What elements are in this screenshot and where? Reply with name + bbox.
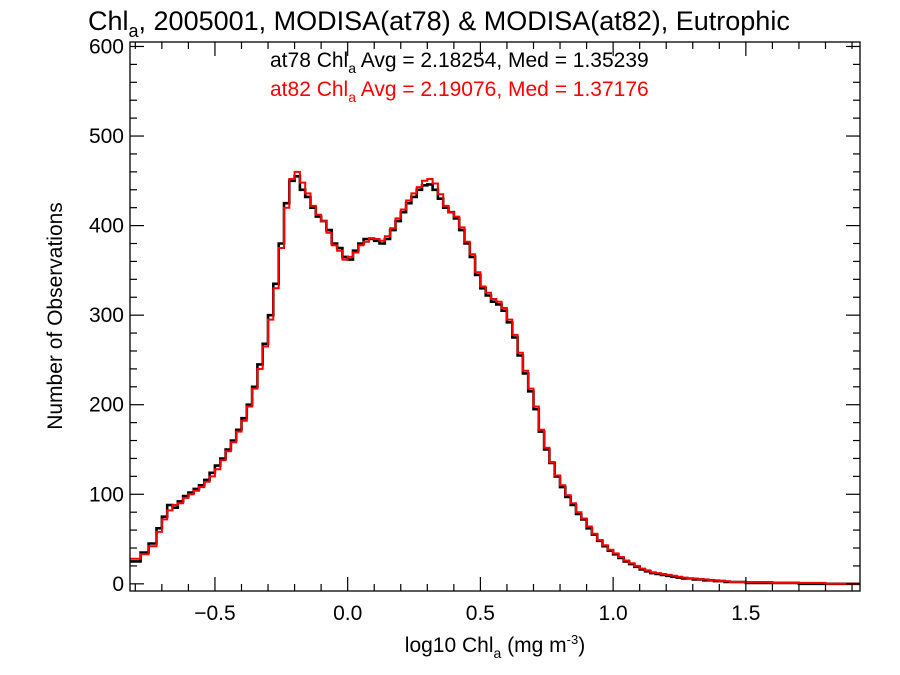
y-tick-label: 600 (89, 35, 124, 58)
y-axis-label: Number of Observations (44, 202, 67, 430)
series-line-at82 (130, 170, 860, 585)
annotation-at78-stats: at78 Chla Avg = 2.18254, Med = 1.35239 (270, 49, 649, 76)
x-tick-label: 0.0 (333, 602, 362, 625)
y-tick-label: 500 (89, 125, 124, 148)
plot-frame (129, 41, 861, 592)
y-tick-label: 0 (112, 573, 124, 596)
y-tick-label: 200 (89, 394, 124, 417)
x-tick-label: 1.0 (599, 602, 628, 625)
y-tick-label: 100 (89, 483, 124, 506)
annotation-at82-stats: at82 Chla Avg = 2.19076, Med = 1.37176 (270, 78, 649, 105)
y-tick-label: 400 (89, 215, 124, 238)
x-tick-label: 1.5 (731, 602, 760, 625)
series-layer (130, 170, 860, 586)
x-tick-label: −0.5 (194, 602, 235, 625)
x-axis-ticks: −0.5 0.0 0.5 1.0 1.5 (134, 42, 853, 625)
x-axis-label: log10 Chla (mg m-3) (405, 632, 585, 661)
y-axis-ticks: 0 100 200 300 400 500 600 (89, 35, 860, 596)
chart-title: Chla, 2005001, MODISA(at78) & MODISA(at8… (88, 6, 790, 41)
x-tick-label: 0.5 (466, 602, 495, 625)
y-tick-label: 300 (89, 304, 124, 327)
